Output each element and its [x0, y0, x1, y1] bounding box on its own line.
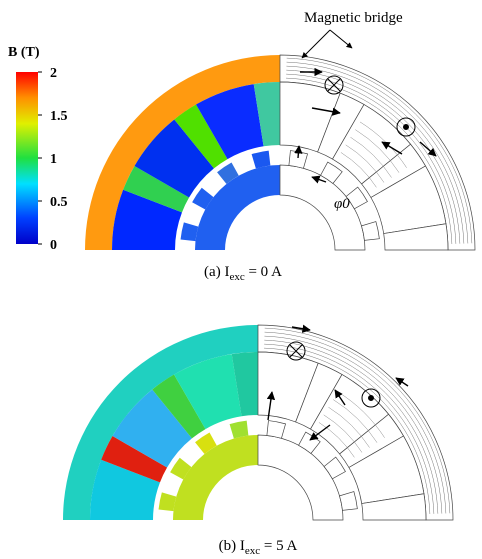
- caption-label: (a): [204, 264, 221, 280]
- flux-region: [280, 165, 365, 250]
- bridge-label: Magnetic bridge: [304, 10, 403, 26]
- flux-region: [267, 421, 286, 439]
- field-region: [230, 421, 249, 439]
- arrow: [302, 30, 330, 58]
- colorbar: B (T) 0 0.5 1 1.5 2: [8, 45, 68, 253]
- flux-region: [339, 492, 357, 511]
- field-region: [159, 492, 177, 511]
- field-region: [252, 151, 271, 169]
- motor-plots: [63, 55, 475, 520]
- flux-region: [361, 222, 379, 241]
- flux-region: [258, 435, 343, 520]
- field-region: [195, 165, 280, 250]
- colorbar-scale: [16, 72, 38, 244]
- colorbar-tick-label: 0.5: [50, 195, 68, 210]
- colorbar-tick-label: 0: [50, 238, 57, 253]
- field-region: [181, 222, 199, 241]
- figure: B (T) 0 0.5 1 1.5 2 Magnetic bridge φ0 (a) I…: [0, 0, 482, 559]
- arrow: [330, 30, 352, 48]
- colorbar-tick-label: 1: [50, 152, 57, 167]
- colorbar-tick-label: 2: [50, 66, 57, 81]
- caption: (a) Iexc = 0 A: [204, 264, 282, 284]
- angle-label: φ0: [334, 196, 350, 212]
- colorbar-title: B (T): [8, 45, 40, 60]
- field-region: [173, 435, 258, 520]
- caption-subscript: exc: [229, 271, 244, 283]
- caption-subscript: exc: [245, 545, 260, 557]
- caption-label: (b): [219, 538, 237, 554]
- caption-equation: = 0 A: [248, 264, 282, 280]
- colorbar-tick-label: 1.5: [50, 109, 68, 124]
- caption-equation: = 5 A: [264, 538, 298, 554]
- caption: (b) Iexc = 5 A: [219, 538, 298, 558]
